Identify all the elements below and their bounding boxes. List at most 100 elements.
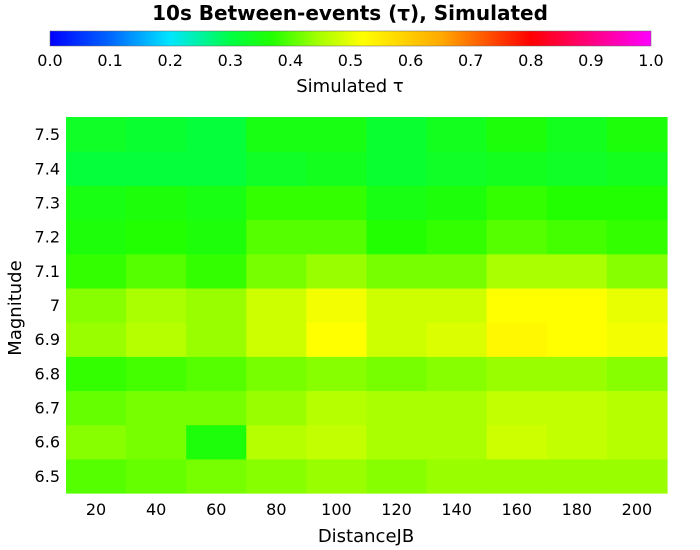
heatmap-cell (126, 220, 187, 255)
heatmap-cell (487, 356, 548, 391)
colorbar-tick-label: 0.2 (157, 51, 182, 70)
y-tick-label: 6.5 (35, 467, 60, 486)
heatmap-cell (246, 117, 307, 152)
heatmap-cell (66, 288, 127, 323)
heatmap-cell (487, 322, 548, 357)
heatmap-cell (607, 322, 668, 357)
heatmap-cell (487, 117, 548, 152)
heatmap-cell (367, 356, 428, 391)
heatmap-cell (306, 390, 367, 425)
heatmap-cell (186, 322, 247, 357)
heatmap-cell (246, 254, 307, 289)
heatmap-cell (547, 151, 608, 186)
x-axis-label: DistanceJB (318, 526, 414, 547)
colorbar-tick-label: 0.3 (218, 51, 243, 70)
heatmap-cell (246, 322, 307, 357)
heatmap-cell (547, 288, 608, 323)
x-tick-label: 100 (321, 500, 352, 519)
chart-title: 10s Between-events (τ), Simulated (152, 1, 548, 25)
heatmap-cell (126, 425, 187, 460)
heatmap-cell (66, 220, 127, 255)
x-tick-label: 20 (86, 500, 106, 519)
heatmap-cell (246, 356, 307, 391)
heatmap-cell (547, 390, 608, 425)
heatmap-cell (246, 151, 307, 186)
colorbar-tick-label: 1.0 (638, 51, 663, 70)
heatmap-cell (186, 425, 247, 460)
heatmap-cell (607, 356, 668, 391)
heatmap-cell (427, 322, 488, 357)
heatmap-cell (427, 220, 488, 255)
heatmap-cell (306, 254, 367, 289)
heatmap-cell (487, 425, 548, 460)
heatmap-cell (607, 254, 668, 289)
x-tick-label: 60 (206, 500, 226, 519)
heatmap-cell (367, 151, 428, 186)
heatmap-cell (126, 117, 187, 152)
heatmap-cell (487, 390, 548, 425)
heatmap-cell (246, 220, 307, 255)
heatmap-cell (607, 390, 668, 425)
colorbar-tick-label: 0.6 (398, 51, 423, 70)
heatmap-cell (126, 151, 187, 186)
heatmap-cell (367, 425, 428, 460)
x-axis-ticks: 20 40 60 80 100 120 140 160 180 200 (86, 500, 652, 519)
heatmap-cell (126, 288, 187, 323)
colorbar-tick-label: 0.0 (37, 51, 62, 70)
colorbar-label: Simulated τ (296, 76, 404, 97)
heatmap-cell (306, 425, 367, 460)
heatmap-cell (367, 220, 428, 255)
heatmap-cell (66, 390, 127, 425)
heatmap-cell (547, 117, 608, 152)
heatmap-cell (607, 117, 668, 152)
heatmap-cell (66, 117, 127, 152)
heatmap-cell (246, 288, 307, 323)
heatmap-cell (427, 425, 488, 460)
heatmap-cell (186, 117, 247, 152)
heatmap-cell (487, 220, 548, 255)
heatmap-cell (547, 425, 608, 460)
x-tick-label: 180 (562, 500, 593, 519)
heatmap-cell (427, 356, 488, 391)
y-tick-label: 7.5 (35, 125, 60, 144)
y-tick-label: 7.2 (35, 228, 60, 247)
heatmap-cell (126, 459, 187, 494)
heatmap-cell (607, 220, 668, 255)
heatmap-cell (367, 390, 428, 425)
heatmap-cell (306, 459, 367, 494)
heatmap-cell (427, 390, 488, 425)
heatmap-cell (186, 288, 247, 323)
heatmap-cell (427, 117, 488, 152)
x-tick-label: 40 (146, 500, 166, 519)
heatmap-cell (607, 151, 668, 186)
heatmap-cell (306, 220, 367, 255)
heatmap-cell (367, 322, 428, 357)
heatmap-cell (547, 322, 608, 357)
heatmap-cell (186, 254, 247, 289)
x-tick-label: 80 (266, 500, 286, 519)
heatmap-cell (66, 185, 127, 220)
heatmap-cell (66, 151, 127, 186)
colorbar (50, 31, 651, 46)
heatmap-cell (367, 459, 428, 494)
heatmap-cell (186, 459, 247, 494)
heatmap-cell (487, 459, 548, 494)
heatmap-cell (306, 288, 367, 323)
x-tick-label: 120 (381, 500, 412, 519)
y-tick-label: 7 (50, 296, 60, 315)
heatmap-cell (487, 151, 548, 186)
heatmap-cell (126, 185, 187, 220)
heatmap-cell (186, 151, 247, 186)
heatmap-cells (66, 117, 668, 494)
heatmap-cell (367, 185, 428, 220)
heatmap-cell (66, 322, 127, 357)
colorbar-tick-label: 0.8 (518, 51, 543, 70)
heatmap-cell (427, 185, 488, 220)
heatmap-cell (186, 185, 247, 220)
heatmap-cell (126, 356, 187, 391)
heatmap-cell (126, 254, 187, 289)
heatmap-cell (427, 459, 488, 494)
heatmap-cell (607, 459, 668, 494)
colorbar-tick-label: 0.5 (338, 51, 363, 70)
